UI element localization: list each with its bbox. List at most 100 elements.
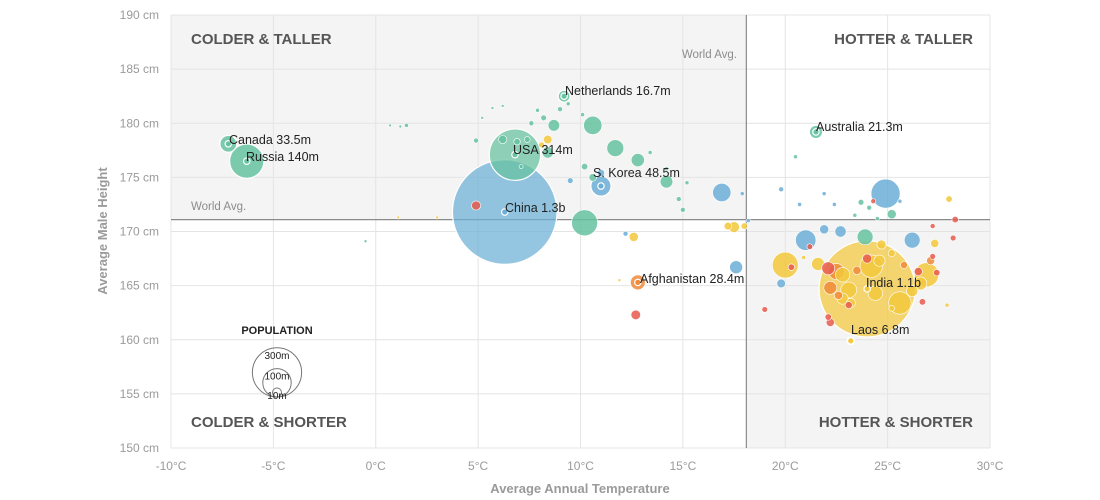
- country-bubble: [870, 198, 877, 205]
- country-bubble: [787, 263, 795, 271]
- country-bubble: [528, 120, 535, 127]
- legend-size-label: 10m: [267, 391, 286, 402]
- country-bubble: [538, 141, 545, 149]
- grid-lines: [170, 14, 991, 449]
- country-bubble: [857, 199, 865, 206]
- country-bubble: [630, 153, 645, 167]
- country-bubble: [873, 254, 886, 267]
- country-bubble: [832, 202, 837, 207]
- y-tick-label: 175 cm: [120, 170, 159, 184]
- country-bubble: [473, 137, 479, 144]
- country-bubble: [913, 267, 923, 276]
- country-label: Afghanistan 28.4m: [640, 272, 744, 286]
- country-bubble: [471, 200, 481, 211]
- country-bubble: [518, 164, 524, 169]
- country-label: S. Korea 48.5m: [593, 166, 680, 180]
- country-bubble: [435, 215, 439, 220]
- country-bubble: [913, 276, 928, 291]
- country-bubble: [929, 223, 936, 229]
- country-bubble: [580, 112, 585, 117]
- country-bubble: [739, 191, 745, 196]
- country-bubble: [793, 154, 798, 160]
- labeled-point-marker: [500, 208, 509, 216]
- country-label: Canada 33.5m: [229, 133, 311, 147]
- country-bubble: [900, 261, 908, 269]
- y-axis-title: Average Male Height: [95, 167, 110, 295]
- labeled-point-marker: [597, 182, 605, 190]
- country-bubble: [746, 218, 751, 224]
- country-bubble: [824, 313, 832, 321]
- country-label: USA 314m: [513, 143, 573, 157]
- country-bubble: [862, 253, 873, 264]
- country-bubble: [918, 298, 926, 306]
- y-axis-ticks: 150 cm 155 cm 160 cm 165 cm 170 cm 175 cm 180 …: [120, 8, 159, 455]
- country-bubble: [540, 114, 547, 122]
- labeled-point-marker: [634, 278, 642, 287]
- labeled-point-marker: [863, 285, 871, 293]
- country-bubble: [500, 104, 505, 108]
- country-bubble: [547, 119, 560, 132]
- y-tick-label: 170 cm: [120, 225, 159, 239]
- quadrant-label-bottom-left: COLDER & SHORTER: [191, 414, 347, 431]
- y-tick-label: 185 cm: [120, 62, 159, 76]
- country-bubble: [778, 186, 784, 193]
- population-legend: POPULATION 300m 100m 10m: [241, 325, 312, 402]
- country-bubble: [870, 178, 901, 209]
- country-bubble: [398, 124, 403, 129]
- labeled-point-marker: [224, 140, 233, 148]
- y-tick-label: 190 cm: [120, 8, 159, 22]
- country-bubble: [821, 261, 836, 276]
- country-bubble: [886, 209, 897, 220]
- country-bubble: [875, 216, 880, 221]
- country-bubble: [606, 139, 625, 157]
- legend-circle-10m: [272, 387, 282, 398]
- country-bubble: [771, 251, 799, 279]
- y-tick-label: 180 cm: [120, 116, 159, 130]
- x-axis-title: Average Annual Temperature: [490, 481, 669, 496]
- country-bubble: [588, 173, 597, 182]
- country-bubble: [498, 135, 508, 144]
- country-bubble: [776, 278, 786, 289]
- country-label: Australia 21.3m: [816, 120, 903, 134]
- country-bubble: [524, 136, 531, 143]
- quadrant-label-bottom-right: HOTTER & SHORTER: [819, 414, 973, 431]
- x-tick-label: 25°C: [874, 459, 901, 473]
- x-tick-label: 15°C: [669, 459, 696, 473]
- legend-size-label: 100m: [264, 372, 289, 383]
- country-bubble: [949, 234, 957, 242]
- labeled-point-marker: [846, 337, 855, 345]
- x-tick-label: -5°C: [261, 459, 285, 473]
- quadrant-label-top-left: COLDER & TALLER: [191, 31, 332, 48]
- country-bubble: [867, 285, 883, 301]
- country-bubble: [712, 183, 732, 203]
- country-bubble: [543, 134, 553, 145]
- x-axis-ticks: -10°C -5°C 0°C 5°C 10°C 15°C 20°C 25°C 30°C: [156, 459, 1004, 473]
- country-bubble: [581, 163, 589, 171]
- quadrant-bg-colder-taller: [171, 15, 747, 220]
- country-bubble: [729, 260, 743, 275]
- country-label: India 1.1b: [866, 276, 921, 290]
- country-bubble: [557, 106, 563, 112]
- country-bubble: [567, 177, 574, 184]
- country-bubble: [930, 239, 940, 248]
- y-tick-label: 160 cm: [120, 333, 159, 347]
- country-bubble: [801, 255, 807, 260]
- world-avg-y-label: World Avg.: [191, 201, 246, 213]
- country-bubble: [684, 180, 690, 186]
- y-tick-label: 155 cm: [120, 387, 159, 401]
- country-bubble: [834, 290, 843, 300]
- x-tick-label: 10°C: [567, 459, 594, 473]
- world-avg-x-label: World Avg.: [682, 49, 737, 61]
- country-bubble: [852, 266, 862, 275]
- quadrant-label-top-right: HOTTER & TALLER: [834, 31, 973, 48]
- labeled-point-marker: [812, 128, 820, 136]
- country-bubble: [856, 228, 874, 246]
- country-bubble: [723, 221, 733, 231]
- country-bubble: [583, 115, 603, 135]
- country-bubble: [404, 123, 409, 128]
- country-bubble: [480, 116, 485, 120]
- country-bubble: [680, 207, 686, 213]
- country-bubble: [945, 195, 953, 203]
- x-tick-label: 30°C: [977, 459, 1004, 473]
- y-tick-label: 165 cm: [120, 279, 159, 293]
